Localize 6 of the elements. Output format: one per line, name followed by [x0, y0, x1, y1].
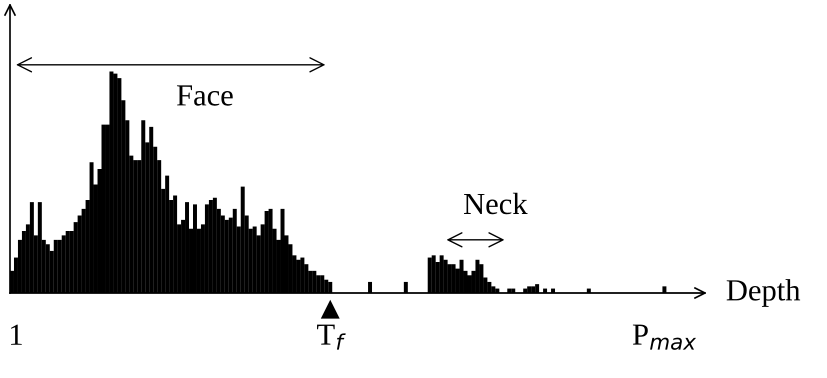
- x-tick-label: P$_{max}$: [632, 324, 696, 350]
- x-tick-label: 1: [11, 324, 22, 345]
- annotation: Face: [176, 85, 233, 106]
- annotation: Neck: [464, 192, 528, 214]
- x-axis-title: Depth: [726, 279, 800, 307]
- x-tick-label: T$_{f}$: [317, 324, 346, 350]
